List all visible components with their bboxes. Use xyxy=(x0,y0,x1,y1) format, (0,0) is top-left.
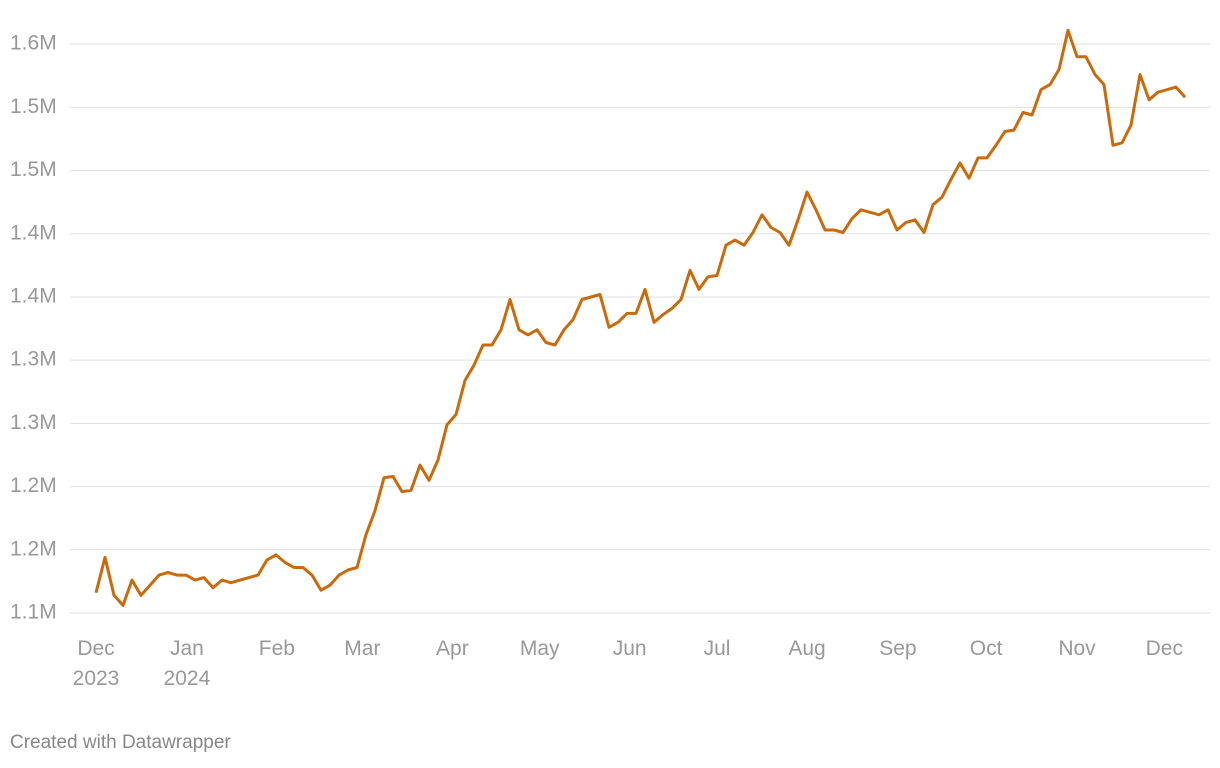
x-tick-label: Dec xyxy=(1145,637,1183,660)
y-tick-label: 1.5M xyxy=(10,95,57,118)
y-tick-label: 1.5M xyxy=(10,158,57,181)
source: Created with Datawrapper xyxy=(10,732,231,753)
x-tick-label: Oct xyxy=(969,637,1003,660)
y-tick-label: 1.3M xyxy=(10,411,57,434)
y-tick-label: 1.4M xyxy=(10,285,57,308)
x-tick-label: Sep xyxy=(879,637,917,660)
x-tick-label: Feb xyxy=(258,637,295,660)
x-tick-label: Jan 2024 xyxy=(163,637,211,690)
x-tick-label: Nov xyxy=(1058,637,1096,660)
x-tick-label: Mar xyxy=(344,637,381,660)
x-tick-label: Jul xyxy=(703,637,731,660)
y-tick-label: 1.4M xyxy=(10,221,57,244)
x-tick-label: Dec 2023 xyxy=(72,637,120,690)
y-tick-label: 1.2M xyxy=(10,474,57,497)
x-tick-label: Aug xyxy=(788,637,826,660)
line xyxy=(94,28,1187,607)
y-tick-label: 1.6M xyxy=(10,32,57,55)
x-tick-label: Apr xyxy=(436,637,469,660)
x-tick-label: Jun xyxy=(612,637,647,660)
x-tick-label: May xyxy=(519,637,560,660)
y-tick-label: 1.1M xyxy=(10,601,57,624)
y-tick-label: 1.3M xyxy=(10,348,57,371)
y-tick-label: 1.2M xyxy=(10,537,57,560)
